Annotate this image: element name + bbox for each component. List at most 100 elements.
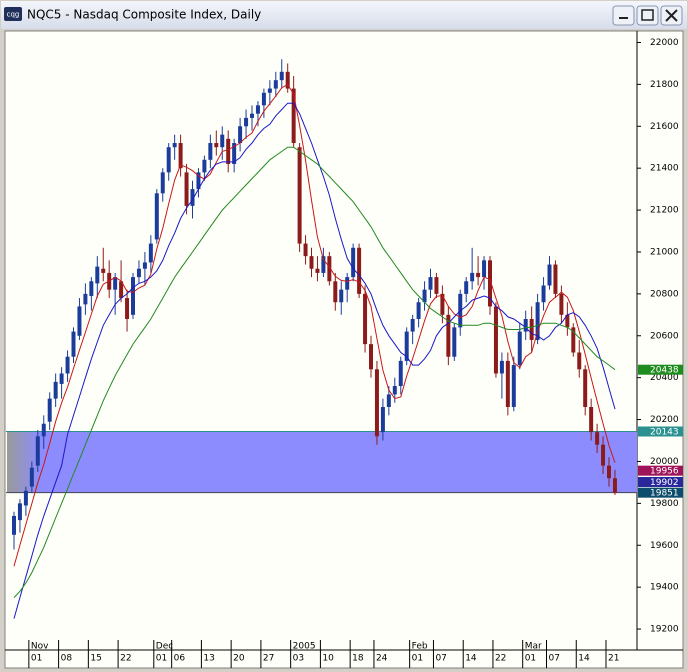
- x-tick-label: 24: [376, 654, 388, 664]
- maximize-button[interactable]: [636, 5, 659, 26]
- x-tick-label: 07: [549, 654, 560, 664]
- candle-body: [267, 88, 272, 93]
- candle-body: [166, 147, 171, 173]
- candle-body: [250, 113, 254, 118]
- y-tick-label: 20000: [650, 457, 679, 467]
- candle-body: [577, 352, 582, 370]
- x-tick-label: 14: [465, 654, 477, 664]
- price-label: 19956: [650, 467, 679, 477]
- month-label: Mar: [525, 642, 542, 652]
- x-tick-label: 01: [31, 654, 42, 664]
- candle-body: [190, 189, 195, 206]
- candle-body: [136, 268, 141, 278]
- candle-body: [339, 289, 344, 303]
- candle-body: [499, 360, 504, 374]
- candle-body: [29, 467, 34, 487]
- candle-body: [315, 268, 320, 273]
- candle-body: [529, 319, 534, 340]
- candle-body: [363, 293, 368, 345]
- x-tick-label: 22: [120, 654, 131, 664]
- candle-body: [517, 331, 522, 366]
- candle-body: [559, 293, 564, 315]
- candle-body: [261, 92, 266, 106]
- candle-body: [35, 436, 40, 466]
- candle-body: [291, 88, 296, 144]
- candle-body: [476, 272, 481, 278]
- price-label-box: [638, 487, 683, 498]
- month-label: Nov: [31, 642, 49, 652]
- zone: [7, 431, 41, 493]
- x-tick-label: 10: [322, 654, 334, 664]
- x-tick-label: 18: [352, 654, 364, 664]
- candle-body: [47, 398, 52, 422]
- app-icon-text: cqg: [7, 11, 20, 19]
- candle-body: [535, 302, 540, 340]
- candle-body: [571, 327, 576, 353]
- candle-body: [398, 360, 403, 387]
- window-title: NQC5 - Nasdaq Composite Index, Daily: [27, 8, 261, 22]
- y-tick-label: 21400: [650, 164, 679, 174]
- y-tick-label: 20600: [650, 331, 679, 341]
- y-tick-label: 22000: [650, 38, 679, 48]
- candle-body: [589, 406, 594, 433]
- x-tick-label: 20: [233, 654, 245, 664]
- candle-body: [470, 272, 475, 282]
- y-tick-label: 19800: [650, 499, 679, 509]
- candle-body: [553, 264, 558, 294]
- candle-body: [232, 143, 237, 164]
- candle-body: [89, 281, 94, 296]
- y-tick-label: 21600: [650, 122, 679, 132]
- y-tick-label: 19200: [650, 625, 679, 635]
- y-tick-label: 20800: [650, 289, 679, 299]
- price-label-box: [638, 476, 683, 487]
- price-label: 19851: [650, 489, 679, 499]
- candle-body: [464, 281, 469, 294]
- maximize-glyph: [641, 9, 654, 21]
- y-tick-label: 19600: [650, 541, 679, 551]
- candle-body: [523, 319, 528, 332]
- candle-body: [220, 134, 225, 148]
- candle-body: [53, 381, 58, 399]
- y-tick-label: 20200: [650, 415, 679, 425]
- candle-body: [148, 243, 153, 263]
- candle-body: [125, 298, 130, 320]
- candle-body: [493, 306, 498, 374]
- y-tick-label: 21000: [650, 247, 679, 257]
- x-tick-label: 03: [293, 654, 304, 664]
- candle-body: [65, 356, 70, 374]
- candle-body: [482, 260, 487, 278]
- candle-body: [434, 277, 439, 294]
- x-tick-label: 08: [61, 654, 73, 664]
- x-tick-label: 15: [90, 654, 101, 664]
- candle-body: [541, 285, 546, 303]
- candle-body: [595, 432, 600, 445]
- candle-body: [113, 277, 118, 290]
- candle-body: [77, 306, 82, 336]
- candle-body: [416, 302, 421, 320]
- y-tick-label: 21200: [650, 206, 679, 216]
- x-tick-label: 01: [525, 654, 536, 664]
- candle-body: [184, 172, 189, 206]
- candle-body: [357, 247, 362, 294]
- candle-body: [71, 331, 76, 357]
- x-tick-label: 06: [174, 654, 186, 664]
- price-label: 19902: [650, 478, 679, 488]
- candle-body: [226, 138, 231, 164]
- window-buttons[interactable]: [612, 5, 683, 26]
- candle-body: [119, 281, 124, 299]
- candle-body: [214, 143, 219, 148]
- candle-body: [178, 143, 183, 169]
- candle-body: [345, 277, 350, 290]
- candle-body: [428, 277, 433, 290]
- minimize-button[interactable]: [612, 5, 635, 26]
- candle-body: [208, 143, 213, 160]
- zone: [41, 431, 637, 493]
- candle-body: [23, 490, 28, 506]
- x-tick-label: 01: [412, 654, 423, 664]
- candle-body: [446, 314, 451, 357]
- candle-body: [380, 406, 385, 433]
- candle-body: [601, 444, 606, 466]
- candle-body: [511, 365, 516, 407]
- candle-body: [565, 314, 570, 328]
